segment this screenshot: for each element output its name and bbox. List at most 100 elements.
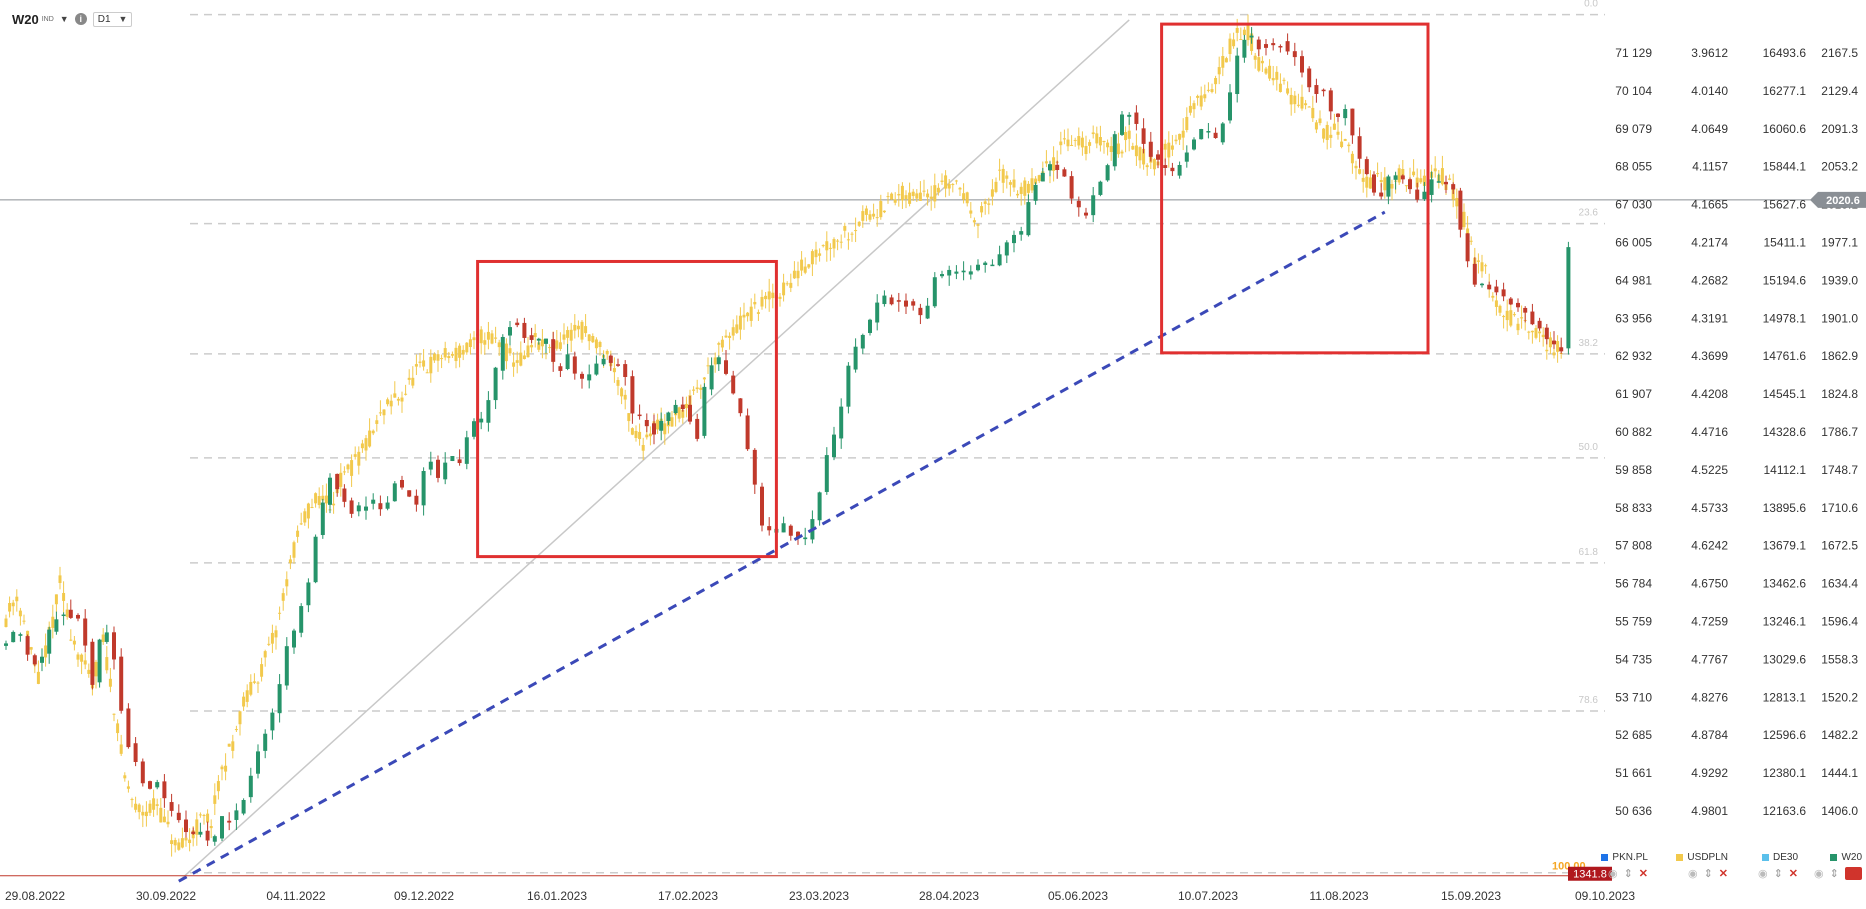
overlay-candle (184, 837, 188, 841)
y-tick-label: 4.1665 (1691, 198, 1728, 212)
w20-candle (630, 376, 635, 414)
w20-candle (1444, 181, 1448, 185)
w20-candle (1249, 35, 1254, 38)
y-tick-label: 4.0649 (1691, 122, 1728, 136)
overlay-candle (670, 417, 674, 427)
y-tick-label: 55 759 (1615, 615, 1652, 629)
reorder-icon[interactable]: ⇕ (1703, 868, 1713, 880)
remove-series-icon[interactable]: ✕ (1638, 868, 1648, 880)
overlay-candle (836, 240, 840, 242)
overlay-candle (537, 342, 541, 350)
overlay-candle (796, 270, 800, 279)
w20-candle (457, 459, 462, 464)
overlay-candle (238, 711, 242, 725)
overlay-candle (1311, 107, 1315, 119)
overlay-candle (612, 368, 616, 373)
legend-item-pkn-pl[interactable]: PKN.PL ◉ ⇕ ✕ (1601, 852, 1648, 892)
w20-candle (1170, 167, 1175, 172)
x-tick-label: 05.06.2023 (1048, 889, 1108, 903)
w20-candle (1336, 113, 1340, 117)
overlay-candle (72, 640, 76, 645)
overlay-candle (742, 314, 746, 318)
y-tick-label: 12163.6 (1763, 804, 1807, 818)
remove-series-icon[interactable]: ✕ (1788, 868, 1798, 880)
overlay-candle (854, 230, 858, 232)
w20-candle (896, 300, 901, 302)
symbol-suffix: IND (41, 15, 54, 23)
remove-series-icon[interactable]: ✕ (1718, 868, 1728, 880)
w20-candle (205, 830, 210, 841)
legend-item-de30[interactable]: DE30 ◉ ⇕ ✕ (1752, 852, 1798, 892)
overlay-candle (1098, 137, 1102, 146)
w20-candle (140, 761, 145, 784)
w20-candle (4, 643, 8, 646)
y-tick-label: 4.9292 (1691, 766, 1728, 780)
w20-candle (1472, 263, 1477, 285)
overlay-candle (51, 616, 55, 628)
overlay-candle (126, 786, 130, 789)
w20-candle (1544, 327, 1549, 340)
overlay-candle (1224, 58, 1228, 63)
w20-candle (673, 404, 678, 414)
y-tick-label: 3.9612 (1691, 46, 1728, 60)
caret-down-icon[interactable]: ▼ (59, 14, 69, 24)
remove-series-icon[interactable]: ✕ (1844, 867, 1862, 880)
legend-item-w20[interactable]: W20 ◉ ⇕ ✕ (1813, 852, 1862, 892)
legend-item-usdpln[interactable]: USDPLN ◉ ⇕ ✕ (1676, 852, 1728, 892)
y-tick-label: 15411.1 (1764, 236, 1807, 250)
y-tick-label: 4.8784 (1691, 728, 1728, 742)
overlay-candle (278, 612, 282, 614)
overlay-candle (245, 690, 249, 702)
w20-candle (47, 629, 52, 654)
current-price-badge (1810, 191, 1866, 208)
overlay-candle (152, 798, 156, 810)
w20-candle (918, 307, 923, 316)
w20-candle (997, 254, 1002, 266)
reorder-icon[interactable]: ⇕ (1623, 868, 1633, 880)
overlay-candle (1127, 130, 1131, 139)
overlay-candle (159, 807, 163, 823)
overlay-candle (1556, 341, 1560, 352)
overlay-candle (638, 431, 642, 440)
overlay-candle (1228, 38, 1232, 55)
symbol-label[interactable]: W20 (12, 11, 39, 27)
overlay-candle (533, 333, 537, 338)
info-icon[interactable]: i (74, 13, 87, 25)
w20-candle (407, 490, 412, 497)
w20-candle (1012, 234, 1016, 244)
overlay-candle (900, 185, 904, 201)
x-tick-label: 23.03.2023 (789, 889, 849, 903)
overlay-candle (1354, 165, 1358, 169)
w20-candle (1120, 114, 1124, 135)
overlay-candle (1484, 265, 1488, 267)
eye-icon[interactable]: ◉ (1687, 868, 1698, 880)
overlay-candle (530, 345, 534, 348)
overlay-candle (720, 339, 724, 348)
overlay-candle (1332, 123, 1336, 130)
overlay-candle (270, 632, 274, 644)
overlay-candle (569, 329, 573, 341)
w20-candle (1177, 164, 1182, 176)
w20-candle (695, 418, 700, 439)
timeframe-select[interactable]: D1 ▼ (92, 11, 133, 27)
overlay-candle (1120, 151, 1124, 154)
reorder-icon[interactable]: ⇕ (1829, 868, 1839, 880)
overlay-candle (623, 394, 627, 400)
overlay-candle (411, 377, 415, 386)
eye-icon[interactable]: ◉ (1813, 868, 1824, 880)
overlay-candle (519, 352, 523, 366)
overlay-candle (18, 610, 22, 617)
w20-candle (508, 327, 512, 336)
w20-candle (1516, 302, 1520, 308)
eye-icon[interactable]: ◉ (1757, 868, 1768, 880)
eye-icon[interactable]: ◉ (1607, 868, 1618, 880)
overlay-candle (1163, 143, 1167, 150)
legend-label: DE30 (1772, 852, 1798, 863)
reorder-icon[interactable]: ⇕ (1773, 868, 1783, 880)
overlay-candle (263, 651, 267, 658)
w20-candle (1300, 56, 1304, 73)
overlay-candle (908, 192, 912, 204)
overlay-candle (936, 187, 940, 193)
y-tick-label: 2129.4 (1821, 84, 1858, 98)
